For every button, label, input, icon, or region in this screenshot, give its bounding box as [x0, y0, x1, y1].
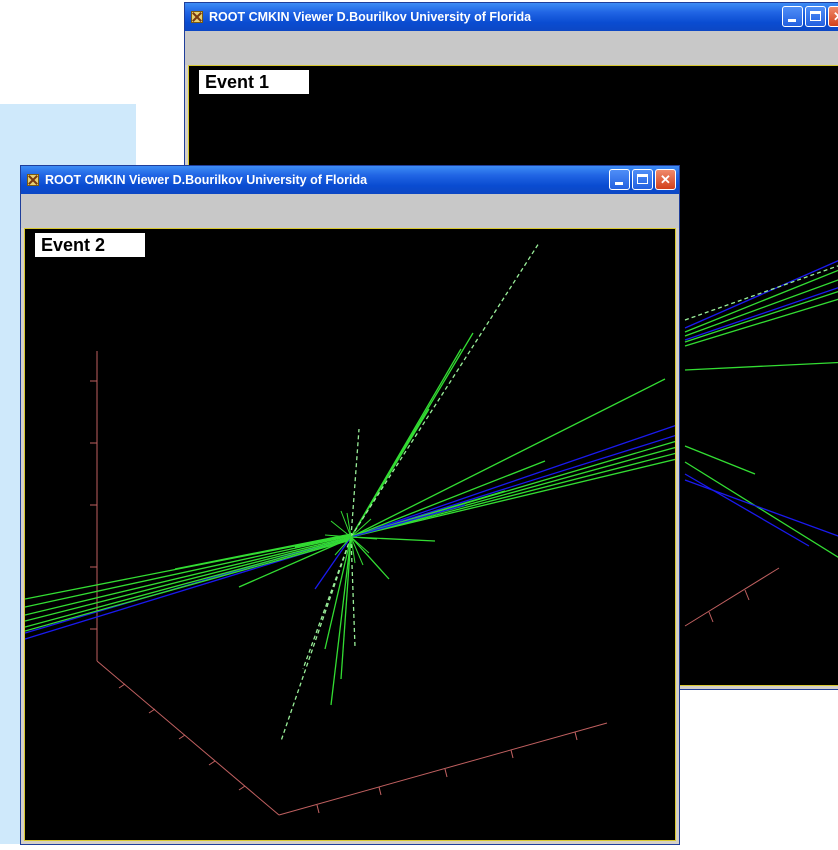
- event-1-tracks: [684, 260, 838, 627]
- event-label: Event 1: [199, 70, 309, 94]
- maximize-icon: [810, 11, 821, 21]
- toolbar-strip: [21, 194, 679, 228]
- maximize-button[interactable]: [632, 169, 653, 190]
- close-icon: ✕: [660, 172, 671, 187]
- close-button[interactable]: ✕: [655, 169, 676, 190]
- close-button[interactable]: ✕: [828, 6, 838, 27]
- minimize-button[interactable]: [609, 169, 630, 190]
- app-icon[interactable]: [191, 11, 203, 23]
- title-bar[interactable]: ROOT CMKIN Viewer D.Bourilkov University…: [21, 166, 679, 194]
- minimize-icon: [615, 182, 623, 185]
- toolbar-strip: [185, 31, 838, 65]
- viewer-window-event-2[interactable]: ROOT CMKIN Viewer D.Bourilkov University…: [20, 165, 680, 845]
- vertex-burst: [324, 510, 378, 566]
- title-bar[interactable]: ROOT CMKIN Viewer D.Bourilkov University…: [185, 3, 838, 31]
- window-title: ROOT CMKIN Viewer D.Bourilkov University…: [209, 10, 532, 24]
- axis-lines: [684, 567, 780, 627]
- close-icon: ✕: [833, 9, 838, 24]
- maximize-button[interactable]: [805, 6, 826, 27]
- minimize-icon: [788, 19, 796, 22]
- event-display-canvas[interactable]: Event 2: [24, 228, 676, 841]
- app-icon[interactable]: [27, 174, 39, 186]
- axis-lines: [90, 351, 608, 816]
- maximize-icon: [637, 174, 648, 184]
- event-2-tracks: [25, 242, 675, 816]
- track-lines: [684, 260, 838, 558]
- minimize-button[interactable]: [782, 6, 803, 27]
- window-title: ROOT CMKIN Viewer D.Bourilkov University…: [45, 173, 368, 187]
- track-lines: [25, 242, 675, 742]
- event-label: Event 2: [35, 233, 145, 257]
